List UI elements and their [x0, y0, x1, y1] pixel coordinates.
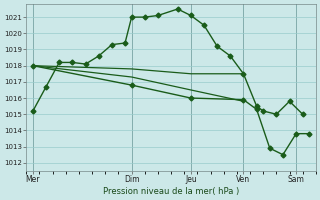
X-axis label: Pression niveau de la mer( hPa ): Pression niveau de la mer( hPa ): [103, 187, 239, 196]
